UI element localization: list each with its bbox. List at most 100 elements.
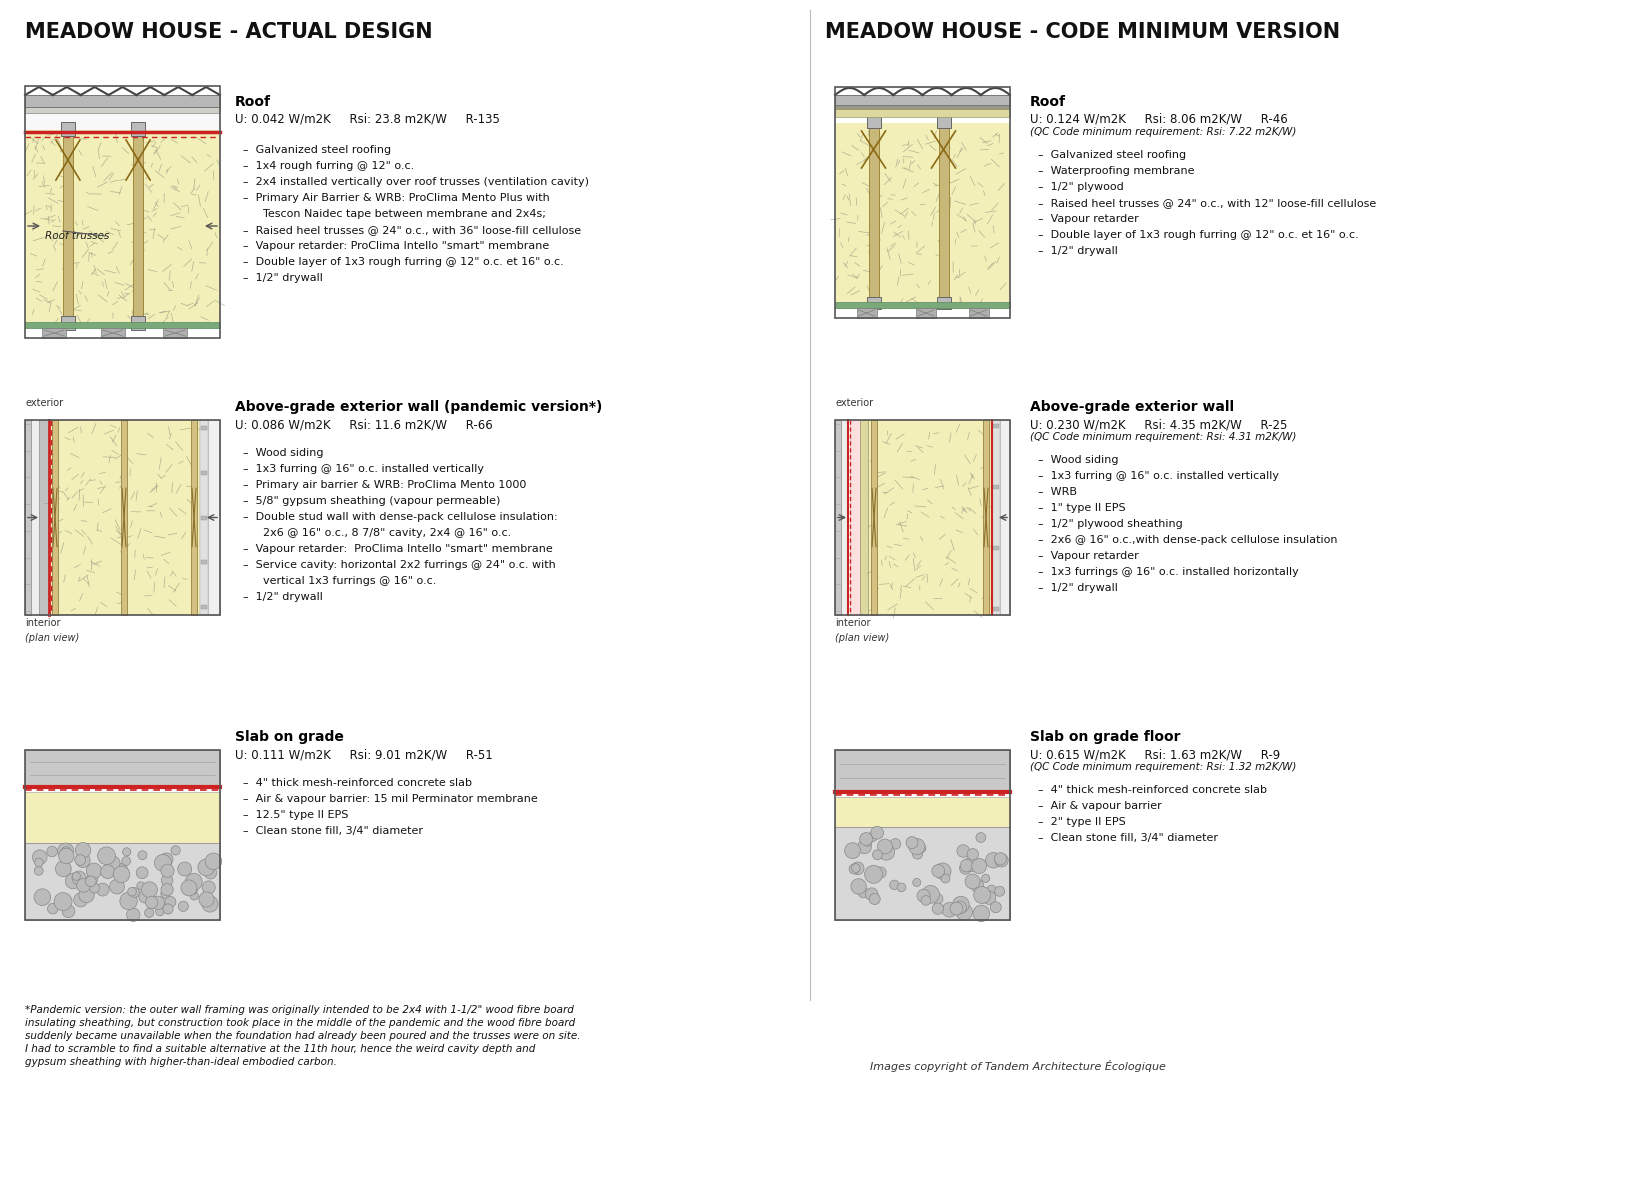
Bar	[860, 420, 868, 614]
Bar	[192, 420, 197, 614]
Circle shape	[921, 886, 939, 904]
Circle shape	[858, 888, 869, 898]
Circle shape	[934, 863, 951, 880]
Bar	[24, 420, 31, 614]
Circle shape	[177, 862, 192, 876]
Circle shape	[202, 896, 218, 912]
Circle shape	[161, 864, 174, 877]
Text: (QC Code minimum requirement: Rsi: 7.22 m2K/W): (QC Code minimum requirement: Rsi: 7.22 …	[1030, 127, 1297, 137]
Circle shape	[128, 887, 136, 896]
Circle shape	[86, 863, 102, 878]
Circle shape	[34, 889, 50, 906]
Circle shape	[873, 850, 882, 859]
Bar	[49, 420, 200, 614]
Circle shape	[54, 893, 72, 911]
Circle shape	[913, 878, 921, 887]
Text: –  Waterproofing membrane: – Waterproofing membrane	[1038, 166, 1194, 176]
Text: –  1x3 furrings @ 16" o.c. installed horizontally: – 1x3 furrings @ 16" o.c. installed hori…	[1038, 566, 1298, 577]
Bar	[202, 426, 206, 430]
Circle shape	[80, 887, 94, 902]
Text: –  1/2" drywall: – 1/2" drywall	[1038, 583, 1118, 593]
Circle shape	[957, 845, 970, 857]
Text: (QC Code minimum requirement: Rsi: 4.31 m2K/W): (QC Code minimum requirement: Rsi: 4.31 …	[1030, 432, 1297, 442]
Text: –  12.5" type II EPS: – 12.5" type II EPS	[244, 810, 348, 820]
Text: –  4" thick mesh-reinforced concrete slab: – 4" thick mesh-reinforced concrete slab	[1038, 785, 1268, 794]
Text: –  1x3 furring @ 16" o.c. installed vertically: – 1x3 furring @ 16" o.c. installed verti…	[1038, 470, 1279, 481]
Circle shape	[852, 878, 866, 894]
Text: gypsum sheathing with higher-than-ideal embodied carbon.: gypsum sheathing with higher-than-ideal …	[24, 1057, 336, 1067]
Circle shape	[951, 902, 964, 914]
Circle shape	[897, 883, 905, 892]
Circle shape	[156, 907, 164, 916]
Bar	[60, 122, 75, 136]
Bar	[162, 328, 187, 338]
Text: –  Galvanized steel roofing: – Galvanized steel roofing	[244, 145, 392, 155]
Bar	[202, 560, 206, 564]
Circle shape	[878, 844, 894, 860]
Circle shape	[141, 882, 158, 898]
Circle shape	[960, 859, 973, 872]
Bar	[24, 322, 219, 328]
Bar	[101, 328, 125, 338]
Text: –  Primary air barrier & WRB: ProClima Mento 1000: – Primary air barrier & WRB: ProClima Me…	[244, 480, 526, 490]
Circle shape	[171, 846, 180, 856]
Circle shape	[127, 908, 140, 922]
Circle shape	[164, 896, 176, 907]
Text: suddenly became unavailable when the foundation had already been poured and the : suddenly became unavailable when the fou…	[24, 1031, 580, 1040]
Bar	[936, 296, 951, 308]
Circle shape	[871, 827, 884, 839]
Circle shape	[852, 862, 864, 875]
Text: –  1x3 furring @ 16" o.c. installed vertically: – 1x3 furring @ 16" o.c. installed verti…	[244, 464, 484, 474]
Circle shape	[918, 845, 926, 852]
Text: –  Raised heel trusses @ 24" o.c., with 36" loose-fill cellulose: – Raised heel trusses @ 24" o.c., with 3…	[244, 226, 582, 235]
Circle shape	[162, 904, 174, 914]
Text: U: 0.124 W/m2K     Rsi: 8.06 m2K/W     R-46: U: 0.124 W/m2K Rsi: 8.06 m2K/W R-46	[1030, 113, 1287, 126]
Circle shape	[921, 895, 931, 905]
Circle shape	[860, 833, 873, 845]
Text: –  4" thick mesh-reinforced concrete slab: – 4" thick mesh-reinforced concrete slab	[244, 778, 471, 788]
Bar	[835, 104, 1011, 109]
Bar	[52, 420, 58, 614]
Bar	[993, 546, 999, 550]
Circle shape	[114, 866, 130, 883]
Circle shape	[931, 864, 944, 877]
Circle shape	[80, 881, 94, 894]
Bar	[835, 86, 1011, 318]
Circle shape	[205, 866, 216, 878]
Circle shape	[73, 893, 88, 907]
Text: Images copyright of Tandem Architecture Écologique: Images copyright of Tandem Architecture …	[869, 1060, 1165, 1072]
Circle shape	[876, 866, 886, 878]
Text: Roof trusses: Roof trusses	[46, 230, 109, 241]
Circle shape	[72, 872, 81, 881]
Text: –  2" type II EPS: – 2" type II EPS	[1038, 817, 1126, 827]
Circle shape	[959, 863, 972, 875]
Bar	[871, 420, 878, 614]
Bar	[835, 797, 1011, 827]
Text: –  Vapour retarder: – Vapour retarder	[1038, 551, 1139, 560]
Text: vertical 1x3 furrings @ 16" o.c.: vertical 1x3 furrings @ 16" o.c.	[263, 576, 437, 586]
Bar	[31, 420, 39, 614]
Bar	[991, 420, 999, 614]
Text: –  Double layer of 1x3 rough furring @ 12" o.c. et 16" o.c.: – Double layer of 1x3 rough furring @ 12…	[1038, 230, 1358, 240]
Circle shape	[994, 853, 1006, 865]
Text: I had to scramble to find a suitable alternative at the 11th hour, hence the wei: I had to scramble to find a suitable alt…	[24, 1044, 535, 1054]
Circle shape	[856, 882, 864, 892]
Text: U: 0.230 W/m2K     Rsi: 4.35 m2K/W     R-25: U: 0.230 W/m2K Rsi: 4.35 m2K/W R-25	[1030, 418, 1287, 431]
Bar	[24, 95, 219, 107]
Text: U: 0.615 W/m2K     Rsi: 1.63 m2K/W     R-9: U: 0.615 W/m2K Rsi: 1.63 m2K/W R-9	[1030, 748, 1280, 761]
Text: –  Vapour retarder: ProClima Intello "smart" membrane: – Vapour retarder: ProClima Intello "sma…	[244, 241, 549, 251]
Circle shape	[916, 889, 929, 902]
Bar	[24, 113, 219, 130]
Text: Roof: Roof	[236, 95, 271, 109]
Circle shape	[161, 875, 172, 887]
Text: exterior: exterior	[24, 398, 63, 408]
Circle shape	[34, 866, 44, 875]
Text: U: 0.086 W/m2K     Rsi: 11.6 m2K/W     R-66: U: 0.086 W/m2K Rsi: 11.6 m2K/W R-66	[236, 418, 492, 431]
Circle shape	[933, 894, 942, 905]
Text: (plan view): (plan view)	[24, 634, 80, 643]
Bar	[856, 308, 876, 318]
Bar	[993, 485, 999, 490]
Bar	[24, 750, 219, 787]
Circle shape	[863, 838, 873, 846]
Circle shape	[956, 904, 972, 920]
